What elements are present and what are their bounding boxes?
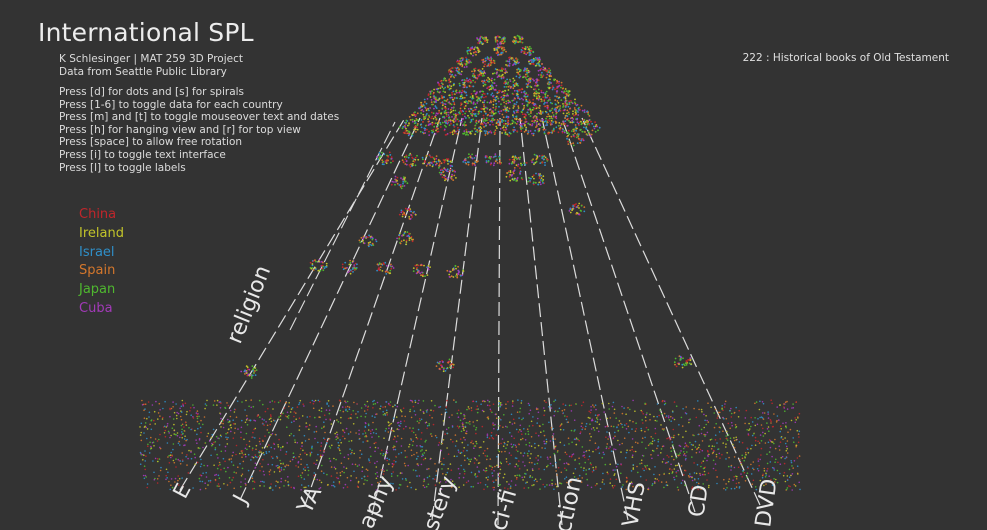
axis-line bbox=[431, 117, 483, 521]
axis-label-dvd: DVD bbox=[751, 477, 783, 529]
axis-line bbox=[179, 117, 406, 491]
legend-item-cuba[interactable]: Cuba bbox=[79, 300, 113, 316]
axis-label-religion: religion bbox=[222, 262, 276, 347]
legend-item-japan[interactable]: Japan bbox=[79, 282, 116, 298]
source-line: Data from Seattle Public Library bbox=[59, 66, 227, 78]
help-line: Press [m] and [t] to toggle mouseover te… bbox=[59, 111, 340, 124]
axis-line bbox=[371, 117, 463, 516]
axis-label-cd: CD bbox=[684, 483, 714, 519]
author-line: K Schlesinger | MAT 259 3D Project bbox=[59, 53, 243, 65]
axis-line bbox=[239, 117, 421, 501]
help-line: Press [1-6] to toggle data for each coun… bbox=[59, 98, 283, 111]
app-title: International SPL bbox=[38, 18, 254, 47]
legend-item-israel[interactable]: Israel bbox=[79, 244, 115, 260]
axis-line bbox=[497, 117, 501, 526]
axis-line bbox=[304, 117, 441, 506]
data-clusters bbox=[240, 34, 693, 379]
help-line: Press [h] for hanging view and [r] for t… bbox=[59, 123, 301, 136]
base-dot-cloud bbox=[139, 399, 801, 491]
help-line: Press [d] for dots and [s] for spirals bbox=[59, 86, 245, 98]
axis-label-e: E bbox=[168, 479, 195, 502]
country-legend: China Ireland Israel Spain Japan Cuba bbox=[79, 206, 124, 319]
legend-item-spain[interactable]: Spain bbox=[79, 263, 116, 279]
axis-label-aphy: aphy bbox=[355, 472, 399, 530]
axis-label-vhs: VHS bbox=[618, 480, 651, 529]
help-line: Press [space] to allow free rotation bbox=[59, 136, 243, 149]
axis-line bbox=[581, 117, 761, 506]
axis-labels: religion E J YA aphy stery ci-fi ction VHS CD DVD bbox=[168, 262, 782, 530]
axis-line bbox=[561, 117, 696, 513]
legend-item-china[interactable]: China bbox=[79, 207, 117, 222]
axis-label-ya: YA bbox=[292, 483, 327, 519]
help-line: Press [i] to toggle text interface bbox=[59, 148, 226, 161]
axis-label-j: J bbox=[227, 491, 252, 510]
axis-label-ci-fi: ci-fi bbox=[486, 486, 523, 530]
axis-label-stery: stery bbox=[419, 473, 462, 530]
axis-label-ction: ction bbox=[550, 474, 587, 530]
axis-line bbox=[519, 117, 563, 526]
axis-line bbox=[541, 117, 629, 521]
legend-item-ireland[interactable]: Ireland bbox=[79, 225, 124, 241]
axis-lines bbox=[179, 117, 761, 526]
help-instructions: Press [d] for dots and [s] for spirals P… bbox=[59, 86, 339, 174]
hover-selection-label: 222 : Historical books of Old Testament bbox=[742, 52, 949, 64]
help-line: Press [l] to toggle labels bbox=[59, 161, 186, 174]
